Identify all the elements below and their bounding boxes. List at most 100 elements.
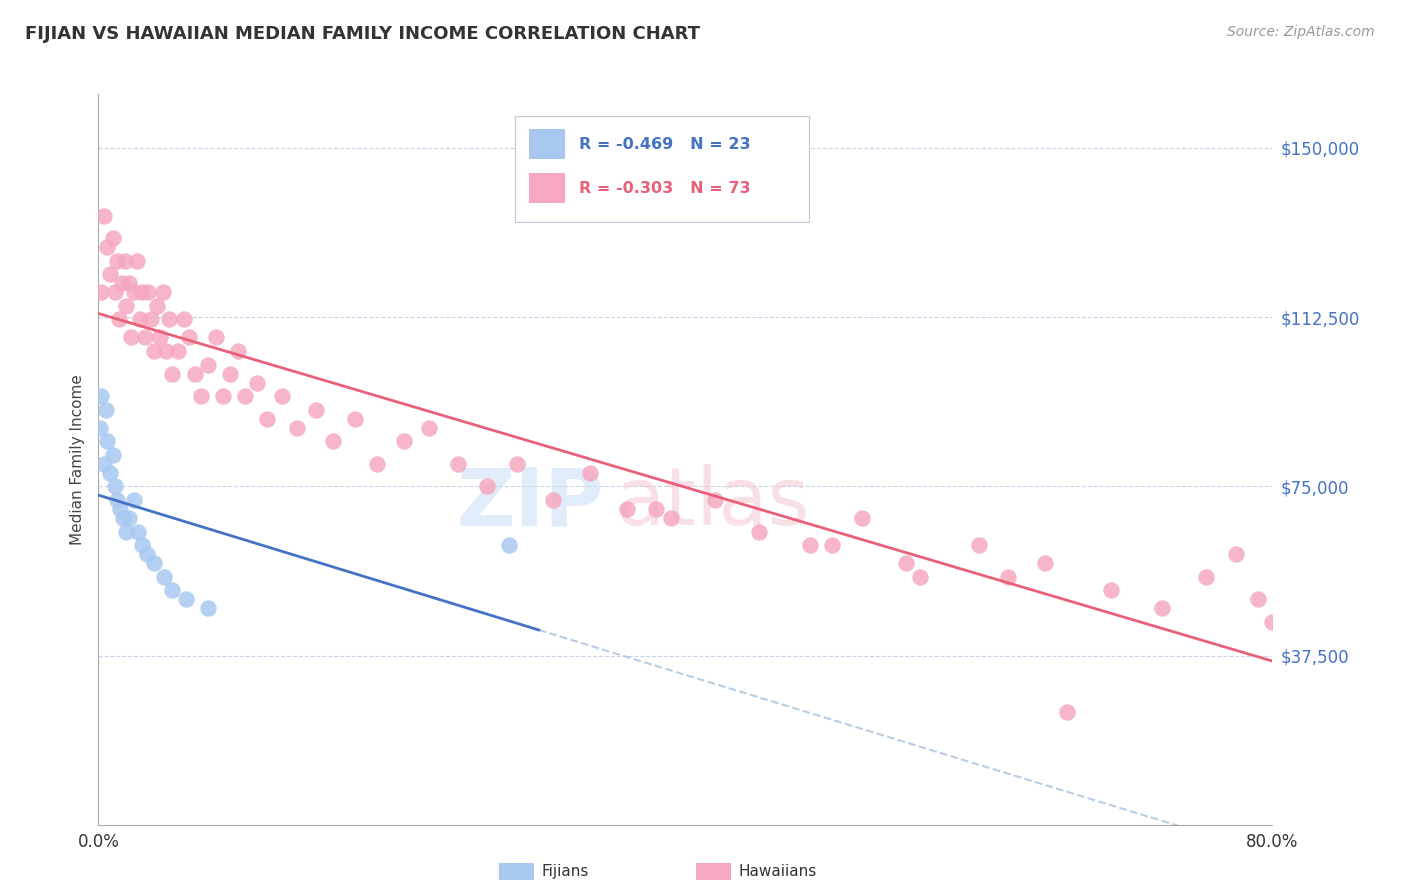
Point: [1033, 556, 1056, 570]
Point: [173, 312, 195, 326]
Point: [285, 421, 308, 435]
Point: [101, 448, 124, 462]
Point: [89, 421, 111, 435]
Point: [1195, 570, 1218, 584]
Point: [108, 312, 131, 326]
Point: [118, 277, 141, 291]
Point: [111, 277, 134, 291]
Point: [1225, 547, 1247, 561]
Point: [190, 389, 212, 403]
Point: [910, 570, 932, 584]
Point: [93, 457, 115, 471]
Point: [107, 493, 129, 508]
Point: [226, 344, 249, 359]
Point: [799, 538, 821, 552]
Point: [616, 502, 638, 516]
Point: [184, 367, 207, 381]
Point: [1261, 615, 1284, 629]
Text: Source: ZipAtlas.com: Source: ZipAtlas.com: [1227, 25, 1375, 39]
Point: [851, 511, 873, 525]
Point: [997, 570, 1019, 584]
Point: [131, 285, 153, 300]
Point: [90, 389, 112, 403]
Point: [160, 583, 183, 598]
Point: [93, 209, 115, 223]
Point: [120, 330, 142, 344]
FancyBboxPatch shape: [529, 173, 564, 203]
Point: [90, 285, 112, 300]
Point: [115, 299, 138, 313]
Point: [205, 330, 228, 344]
Point: [141, 312, 163, 326]
Point: [122, 493, 145, 508]
Point: [543, 493, 565, 508]
Point: [212, 389, 235, 403]
Point: [143, 556, 166, 570]
FancyBboxPatch shape: [529, 128, 564, 160]
Point: [153, 570, 176, 584]
Point: [894, 556, 917, 570]
Point: [134, 330, 156, 344]
Point: [115, 524, 138, 539]
Point: [135, 547, 157, 561]
Point: [98, 267, 121, 281]
Point: [219, 367, 242, 381]
Point: [103, 479, 125, 493]
Point: [103, 285, 125, 300]
Point: [498, 538, 520, 552]
Point: [179, 330, 201, 344]
FancyBboxPatch shape: [515, 116, 808, 222]
Point: [967, 538, 990, 552]
Point: [304, 402, 326, 417]
Point: [128, 312, 150, 326]
Point: [322, 434, 344, 449]
Point: [1099, 583, 1122, 598]
Point: [96, 240, 118, 254]
Point: [107, 253, 129, 268]
Point: [246, 376, 269, 390]
Point: [505, 457, 527, 471]
Point: [94, 402, 117, 417]
Text: atlas: atlas: [614, 464, 810, 542]
Point: [110, 502, 132, 516]
Point: [149, 330, 172, 344]
Point: [366, 457, 388, 471]
Y-axis label: Median Family Income: Median Family Income: [69, 374, 84, 545]
Point: [748, 524, 770, 539]
Point: [155, 344, 177, 359]
Text: R = -0.303   N = 73: R = -0.303 N = 73: [579, 180, 751, 195]
Point: [645, 502, 668, 516]
Point: [447, 457, 470, 471]
Point: [579, 466, 602, 480]
Text: ZIP: ZIP: [456, 464, 603, 542]
Point: [477, 479, 499, 493]
Point: [1152, 601, 1174, 615]
Point: [166, 344, 188, 359]
Point: [197, 358, 219, 372]
Point: [98, 466, 121, 480]
Point: [392, 434, 415, 449]
Point: [270, 389, 292, 403]
Point: [118, 511, 141, 525]
Point: [176, 592, 198, 607]
Point: [136, 285, 159, 300]
Text: Fijians: Fijians: [541, 864, 589, 879]
Point: [344, 411, 367, 425]
Point: [101, 231, 124, 245]
Text: FIJIAN VS HAWAIIAN MEDIAN FAMILY INCOME CORRELATION CHART: FIJIAN VS HAWAIIAN MEDIAN FAMILY INCOME …: [25, 25, 700, 43]
Point: [143, 344, 166, 359]
Point: [659, 511, 682, 525]
Text: R = -0.469   N = 23: R = -0.469 N = 23: [579, 136, 751, 152]
Point: [112, 511, 135, 525]
Point: [1056, 705, 1078, 719]
Point: [125, 253, 148, 268]
Point: [96, 434, 118, 449]
Point: [418, 421, 440, 435]
Point: [821, 538, 844, 552]
Point: [146, 299, 169, 313]
Point: [233, 389, 256, 403]
Point: [703, 493, 725, 508]
Point: [114, 253, 136, 268]
Point: [157, 312, 180, 326]
Point: [197, 601, 219, 615]
